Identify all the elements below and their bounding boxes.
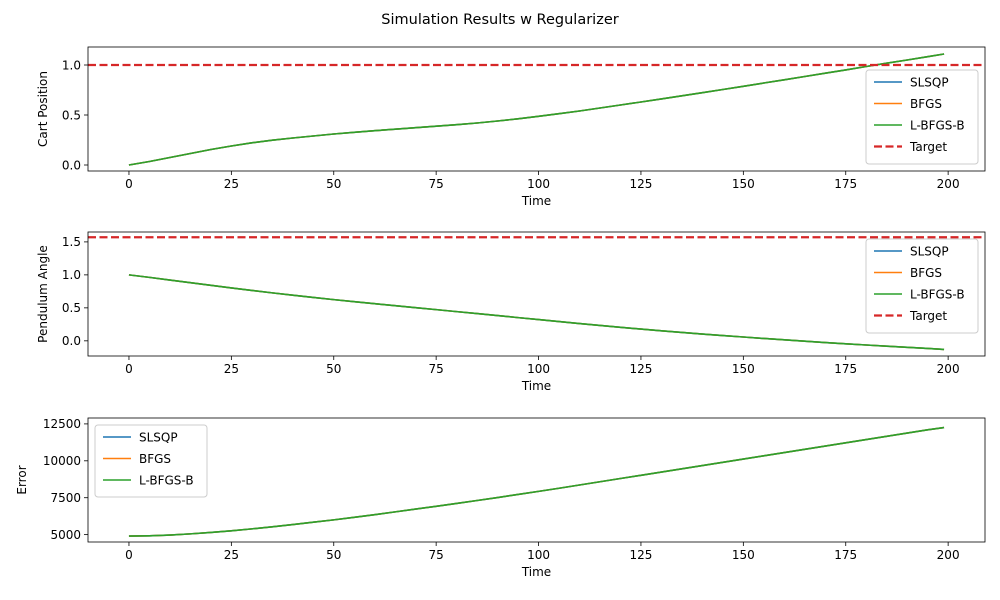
plot-area [88, 236, 985, 351]
x-tick-label: 125 [629, 362, 652, 376]
axes-frame [87, 417, 986, 543]
x-tick-label: 200 [937, 548, 960, 562]
y-tick-label: 1.5 [62, 235, 81, 249]
x-tick-label: 50 [326, 177, 341, 191]
x-tick-label: 100 [527, 548, 550, 562]
legend: SLSQP BFGS L-BFGS-B [94, 424, 208, 498]
legend-label-l-bfgs-b: L-BFGS-B [139, 473, 194, 487]
subplot-3: 0 25 50 75 100 125 150 175 200 5000 7500 10000 12500… [15, 417, 986, 579]
plot-area [88, 53, 985, 166]
x-tick-label: 125 [629, 177, 652, 191]
legend-label-bfgs: BFGS [910, 97, 942, 111]
x-tick-label: 0 [125, 362, 133, 376]
x-tick-label: 25 [224, 177, 239, 191]
series-line-slsqp [128, 426, 945, 537]
y-tick-label: 1.0 [62, 58, 81, 72]
subplot-2: 0 25 50 75 100 125 150 175 200 0.0 0.5 1.0 1.5 Time Pe… [36, 231, 986, 393]
legend-label-slsqp: SLSQP [139, 430, 178, 444]
y-tick-label: 0.5 [62, 108, 81, 122]
y-axis-label: Cart Position [36, 71, 50, 147]
x-axis-label: Time [521, 194, 551, 208]
y-axis-label: Pendulum Angle [36, 245, 50, 343]
series-line-slsqp [128, 274, 945, 351]
x-tick-label: 200 [937, 177, 960, 191]
x-tick-label: 100 [527, 177, 550, 191]
legend-label-slsqp: SLSQP [910, 75, 949, 89]
x-axis-label: Time [521, 379, 551, 393]
figure-title: Simulation Results w Regularizer [381, 12, 618, 28]
y-tick-label: 7500 [50, 491, 81, 505]
y-tick-label: 0.5 [62, 301, 81, 315]
x-tick-label: 0 [125, 177, 133, 191]
legend-box [94, 424, 208, 498]
legend-label-target: Target [909, 140, 947, 154]
x-tick-label: 75 [429, 548, 444, 562]
x-tick-label: 175 [834, 362, 857, 376]
legend-box [865, 69, 979, 165]
legend-label-target: Target [909, 309, 947, 323]
x-tick-label: 100 [527, 362, 550, 376]
y-tick-label: 10000 [43, 454, 81, 468]
x-tick-label: 25 [224, 362, 239, 376]
series-line-bfgs [128, 426, 945, 537]
x-tick-label: 50 [326, 362, 341, 376]
subplot-1: 0 25 50 75 100 125 150 175 200 0.0 0.5 1.0 Time Cart … [36, 46, 986, 208]
series-line-l-bfgs-b [128, 53, 945, 166]
x-tick-label: 75 [429, 362, 444, 376]
series-line-bfgs [128, 53, 945, 166]
axes-frame [87, 231, 986, 357]
y-tick-label: 12500 [43, 417, 81, 431]
y-tick-label: 0.0 [62, 334, 81, 348]
x-tick-label: 125 [629, 548, 652, 562]
x-tick-label: 0 [125, 548, 133, 562]
x-axis-label: Time [521, 565, 551, 579]
legend: SLSQP BFGS L-BFGS-B Target [865, 69, 979, 165]
y-axis-label: Error [15, 465, 29, 494]
series-line-l-bfgs-b [128, 274, 945, 351]
legend-label-l-bfgs-b: L-BFGS-B [910, 118, 965, 132]
x-tick-label: 200 [937, 362, 960, 376]
series-line-l-bfgs-b [128, 426, 945, 537]
legend-label-bfgs: BFGS [139, 452, 171, 466]
legend-label-l-bfgs-b: L-BFGS-B [910, 287, 965, 301]
legend-box [865, 238, 979, 334]
x-tick-label: 75 [429, 177, 444, 191]
x-tick-label: 150 [732, 362, 755, 376]
legend-label-slsqp: SLSQP [910, 244, 949, 258]
y-tick-label: 5000 [50, 528, 81, 542]
subplots: 0 25 50 75 100 125 150 175 200 0.0 0.5 1.0 Time Cart … [15, 46, 986, 579]
x-tick-label: 150 [732, 177, 755, 191]
x-tick-label: 150 [732, 548, 755, 562]
y-tick-label: 1.0 [62, 268, 81, 282]
y-tick-label: 0.0 [62, 158, 81, 172]
x-tick-label: 175 [834, 177, 857, 191]
series-line-slsqp [128, 53, 945, 166]
series-line-bfgs [128, 274, 945, 351]
x-tick-label: 25 [224, 548, 239, 562]
axes-frame [87, 46, 986, 172]
x-tick-label: 50 [326, 548, 341, 562]
legend-label-bfgs: BFGS [910, 266, 942, 280]
x-tick-label: 175 [834, 548, 857, 562]
plot-area [128, 426, 945, 537]
legend: SLSQP BFGS L-BFGS-B Target [865, 238, 979, 334]
